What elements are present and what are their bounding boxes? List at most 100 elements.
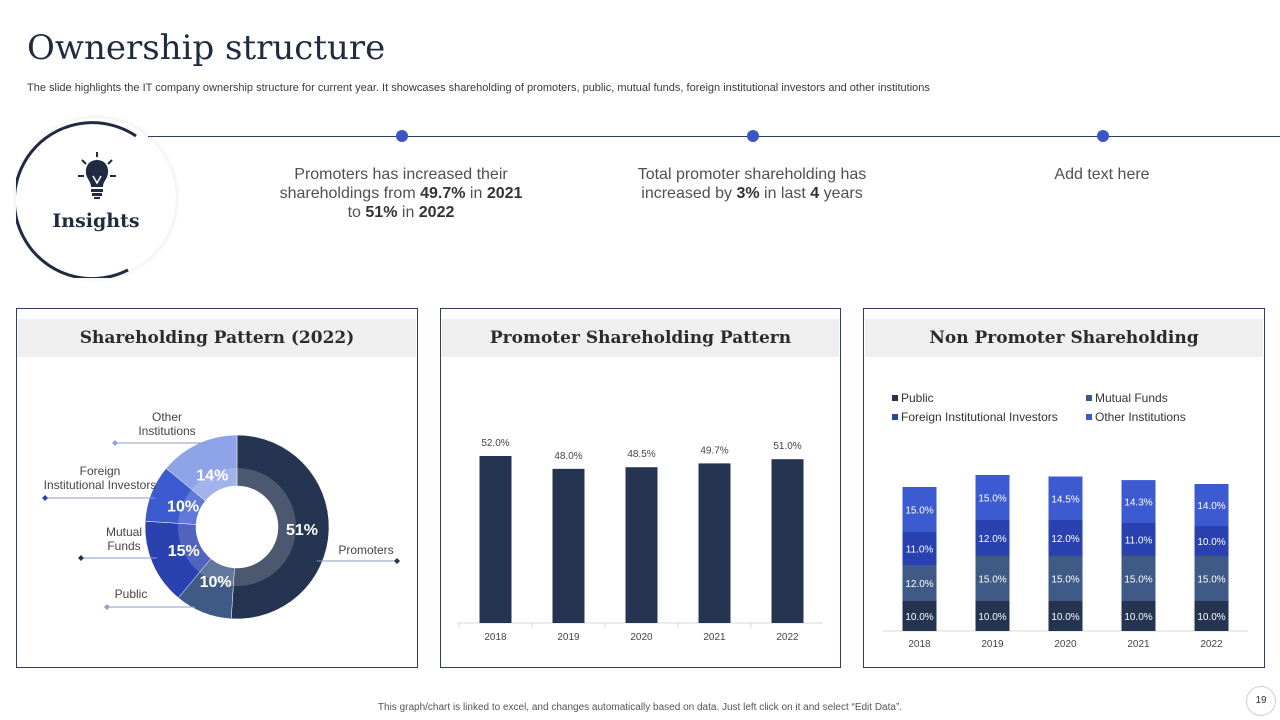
stack-value-label: 12.0% — [1051, 534, 1079, 545]
x-tick-label: 2019 — [557, 632, 580, 643]
lightbulb-icon — [78, 152, 116, 199]
donut-value-label: 14% — [196, 468, 228, 485]
page-subtitle: The slide highlights the IT company owne… — [27, 82, 930, 94]
legend-swatch — [892, 414, 898, 420]
stack-value-label: 14.0% — [1197, 501, 1225, 512]
stack-segment-foreign-institutional-investors — [975, 520, 1010, 556]
stack-segment-foreign-institutional-investors — [1194, 526, 1229, 556]
x-tick-label: 2021 — [703, 632, 726, 643]
x-tick-label: 2020 — [1054, 639, 1077, 650]
stack-segment-mutual-funds — [902, 565, 937, 601]
stack-value-label: 10.0% — [905, 612, 933, 623]
donut-inner-ring — [178, 468, 296, 586]
x-tick-label: 2018 — [484, 632, 507, 643]
stack-value-label: 15.0% — [978, 494, 1006, 505]
x-tick-label: 2021 — [1127, 639, 1150, 650]
bar-value-label: 48.5% — [627, 449, 655, 460]
stack-segment-mutual-funds — [975, 556, 1010, 601]
promoter-bar-2021 — [698, 463, 731, 623]
timeline-dot — [396, 130, 408, 142]
shareholding-pattern-panel: 51% 10% 15% 10% 14% Promoters Public Mutual Fund… — [16, 308, 418, 668]
stack-value-label: 10.0% — [978, 612, 1006, 623]
legend-label: Mutual Funds — [1095, 391, 1168, 405]
promoter-pattern-panel: 52.0% 2018 48.0% 2019 48.5% 2020 49.7% 2021 51.0… — [440, 308, 841, 668]
stack-value-label: 15.0% — [1197, 575, 1225, 586]
donut-callout-marker — [112, 440, 118, 446]
x-tick-label: 2022 — [1200, 639, 1223, 650]
stack-value-label: 14.5% — [1051, 494, 1079, 505]
donut-hole — [196, 486, 278, 568]
donut-callout-label: Public — [115, 587, 148, 601]
donut-callout-label: Foreign — [80, 464, 121, 478]
stack-segment-public — [902, 601, 937, 631]
stack-value-label: 10.0% — [1051, 612, 1079, 623]
stack-segment-public — [1194, 601, 1229, 631]
donut-callout-label: Institutional Investors — [44, 478, 157, 492]
stack-value-label: 14.3% — [1124, 498, 1152, 509]
x-tick-label: 2022 — [776, 632, 799, 643]
stack-segment-public — [1048, 601, 1083, 631]
donut-chart[interactable]: 51%10%15%10%14%PromotersPublicMutualFund… — [17, 309, 417, 667]
stack-segment-other-institutions — [975, 475, 1010, 520]
insight-text-1: Promoters has increased their shareholdi… — [279, 166, 523, 221]
legend-label: Foreign Institutional Investors — [901, 410, 1058, 424]
panel-title: Promoter Shareholding Pattern — [442, 319, 839, 357]
non-promoter-panel: Public Mutual Funds Foreign Institutional … — [863, 308, 1265, 668]
legend-swatch — [892, 395, 898, 401]
legend-swatch — [1086, 395, 1092, 401]
stacked-bar-chart[interactable]: Public Mutual Funds Foreign Institutional … — [864, 309, 1264, 667]
donut-value-label: 10% — [200, 574, 232, 591]
donut-callout-marker — [394, 558, 400, 564]
stack-segment-public — [1121, 601, 1156, 631]
stack-value-label: 10.0% — [1197, 537, 1225, 548]
bar-value-label: 49.7% — [700, 445, 728, 456]
timeline-dot — [747, 130, 759, 142]
stack-segment-foreign-institutional-investors — [902, 532, 937, 565]
donut-callout-label: Institutions — [138, 424, 195, 438]
stack-value-label: 15.0% — [1051, 575, 1079, 586]
stack-segment-foreign-institutional-investors — [1121, 523, 1156, 556]
promoter-bar-2018 — [479, 456, 512, 623]
x-tick-label: 2020 — [630, 632, 653, 643]
stack-segment-public — [975, 601, 1010, 631]
x-tick-label: 2019 — [981, 639, 1004, 650]
donut-value-label: 15% — [168, 543, 200, 560]
insights-label: Insights — [52, 210, 140, 232]
x-tick-label: 2018 — [908, 639, 931, 650]
stack-segment-mutual-funds — [1121, 556, 1156, 601]
stack-segment-other-institutions — [1194, 484, 1229, 526]
donut-callout-label: Mutual — [106, 525, 142, 539]
stack-segment-other-institutions — [1048, 476, 1083, 520]
stack-segment-mutual-funds — [1194, 556, 1229, 601]
bar-value-label: 52.0% — [481, 438, 509, 449]
stack-segment-mutual-funds — [1048, 556, 1083, 601]
donut-callout-label: Other — [152, 410, 182, 424]
stack-value-label: 11.0% — [1125, 536, 1153, 547]
bar-value-label: 48.0% — [554, 451, 582, 462]
stack-segment-other-institutions — [902, 487, 937, 532]
insights-arc — [16, 121, 137, 278]
donut-callout-marker — [42, 495, 48, 501]
donut-callout-marker — [78, 555, 84, 561]
donut-callout-label: Promoters — [338, 543, 393, 557]
legend-swatch — [1086, 414, 1092, 420]
stack-value-label: 10.0% — [1124, 612, 1152, 623]
donut-callout-label: Funds — [107, 539, 140, 553]
panel-title: Shareholding Pattern (2022) — [18, 319, 416, 357]
legend-label: Other Institutions — [1095, 410, 1186, 424]
panel-title: Non Promoter Shareholding — [865, 319, 1263, 357]
promoter-bar-2020 — [625, 467, 658, 623]
stack-value-label: 10.0% — [1197, 612, 1225, 623]
donut-value-label: 10% — [167, 499, 199, 516]
donut-callout-marker — [104, 604, 110, 610]
insight-text-3[interactable]: Add text here — [1054, 166, 1150, 183]
footer-note: This graph/chart is linked to excel, and… — [377, 702, 903, 713]
promoter-bar-2019 — [552, 468, 585, 623]
timeline-dot — [1097, 130, 1109, 142]
promoter-bar-chart[interactable]: 52.0% 2018 48.0% 2019 48.5% 2020 49.7% 2021 51.0… — [441, 309, 840, 667]
page-title: Ownership structure — [27, 28, 386, 68]
timeline-line — [148, 136, 1280, 137]
bar-value-label: 51.0% — [773, 441, 801, 452]
stack-value-label: 15.0% — [905, 506, 933, 517]
stack-segment-other-institutions — [1121, 480, 1156, 523]
